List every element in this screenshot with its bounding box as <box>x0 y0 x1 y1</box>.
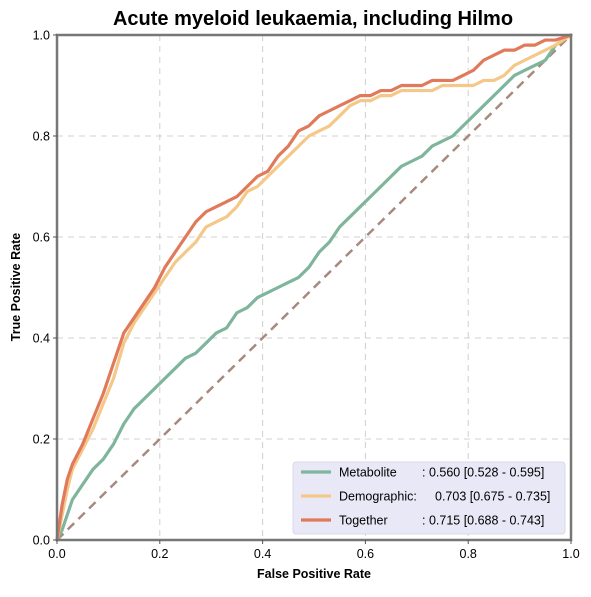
grid-layer <box>57 35 571 540</box>
chance-diagonal-line <box>56 34 572 541</box>
legend-auc-1: 0.703 [0.675 - 0.735] <box>435 490 550 504</box>
x-tick-label-5: 1.0 <box>562 547 579 561</box>
x-axis-label: False Positive Rate <box>257 567 371 581</box>
y-tick-label-5: 1.0 <box>33 29 50 43</box>
diagonal-layer <box>56 34 572 541</box>
x-tick-label-0: 0.0 <box>48 547 65 561</box>
y-tick-label-4: 0.8 <box>33 130 50 144</box>
legend: Metabolite : 0.560 [0.528 - 0.595] Demogra… <box>292 461 566 535</box>
legend-box <box>292 461 566 535</box>
x-tick-label-1: 0.2 <box>151 547 168 561</box>
y-axis-label: True Positive Rate <box>9 233 23 341</box>
x-tick-layer: 0.0 0.2 0.4 0.6 0.8 1.0 <box>48 540 580 561</box>
y-tick-label-3: 0.6 <box>33 231 50 245</box>
legend-auc-0: : 0.560 [0.528 - 0.595] <box>422 466 544 480</box>
y-tick-label-2: 0.4 <box>33 332 50 346</box>
x-tick-label-4: 0.8 <box>460 547 477 561</box>
x-tick-label-2: 0.4 <box>254 547 271 561</box>
legend-auc-2: : 0.715 [0.688 - 0.743] <box>422 514 544 528</box>
legend-label-2: Together <box>339 514 388 528</box>
x-tick-label-3: 0.6 <box>357 547 374 561</box>
series-layer <box>55 33 573 542</box>
legend-label-1: Demographic: <box>339 490 417 504</box>
chart-title: Acute myeloid leukaemia, including Hilmo <box>113 8 513 30</box>
series-line-2 <box>55 33 573 542</box>
series-line-1 <box>55 33 573 542</box>
legend-items: Metabolite : 0.560 [0.528 - 0.595] Demogra… <box>301 466 550 528</box>
legend-label-0: Metabolite <box>339 466 397 480</box>
series-line-0 <box>55 33 573 542</box>
y-tick-label-1: 0.2 <box>33 433 50 447</box>
y-tick-label-0: 0.0 <box>33 534 50 548</box>
plot-frame <box>55 33 573 542</box>
y-tick-layer: 0.0 0.2 0.4 0.6 0.8 1.0 <box>33 29 57 548</box>
